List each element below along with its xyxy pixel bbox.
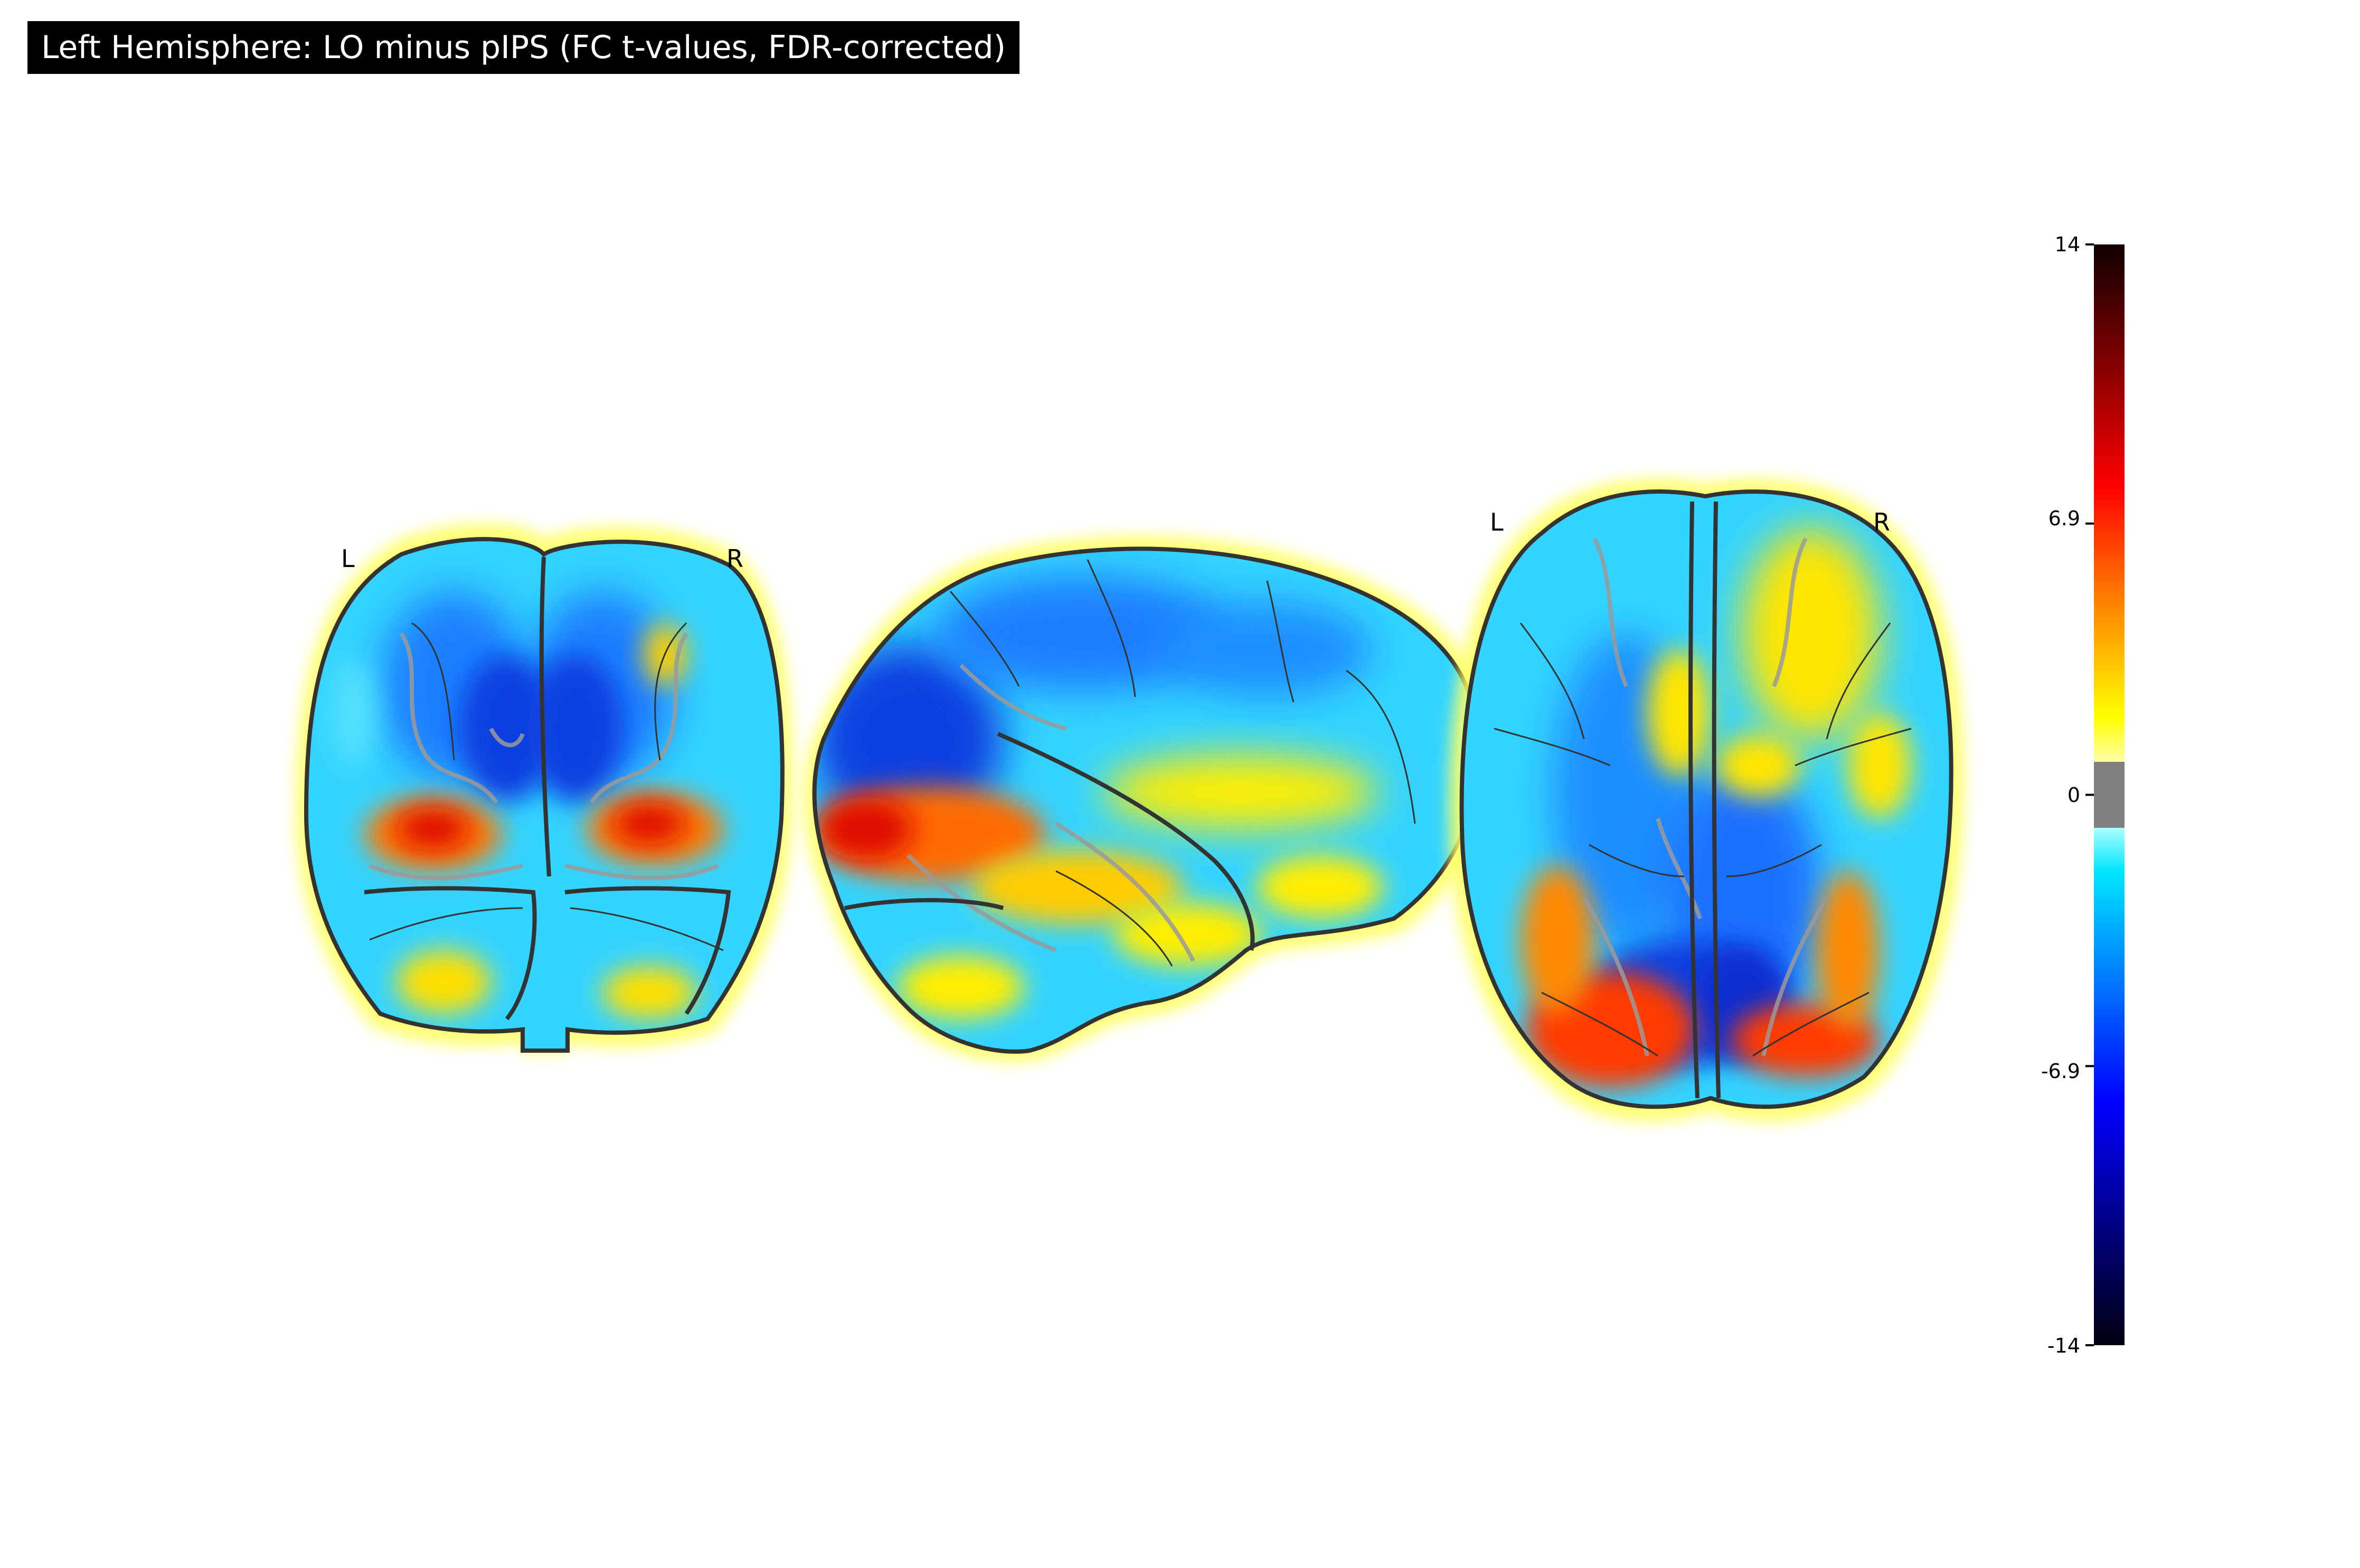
axial-right-label: R — [1873, 508, 1890, 536]
colorbar-gradient — [2094, 244, 2125, 1345]
coronal-left-label: L — [341, 544, 355, 573]
axial-view — [1448, 478, 1965, 1122]
sagittal-view — [803, 535, 1491, 1063]
colorbar-tick-label-pos: 6.9 — [2048, 507, 2080, 530]
coronal-view — [296, 523, 793, 1053]
colorbar — [2085, 243, 2125, 1346]
colorbar-tick-label-zero: 0 — [2067, 783, 2080, 807]
colorbar-tick-label-min: -14 — [2047, 1334, 2080, 1357]
coronal-right-label: R — [726, 544, 743, 573]
figure-title: Left Hemisphere: LO minus pIPS (FC t-val… — [27, 21, 1020, 74]
axial-left-label: L — [1490, 508, 1504, 536]
colorbar-tick-label-neg: -6.9 — [2041, 1060, 2080, 1083]
colorbar-tick-label-max: 14 — [2054, 233, 2080, 256]
